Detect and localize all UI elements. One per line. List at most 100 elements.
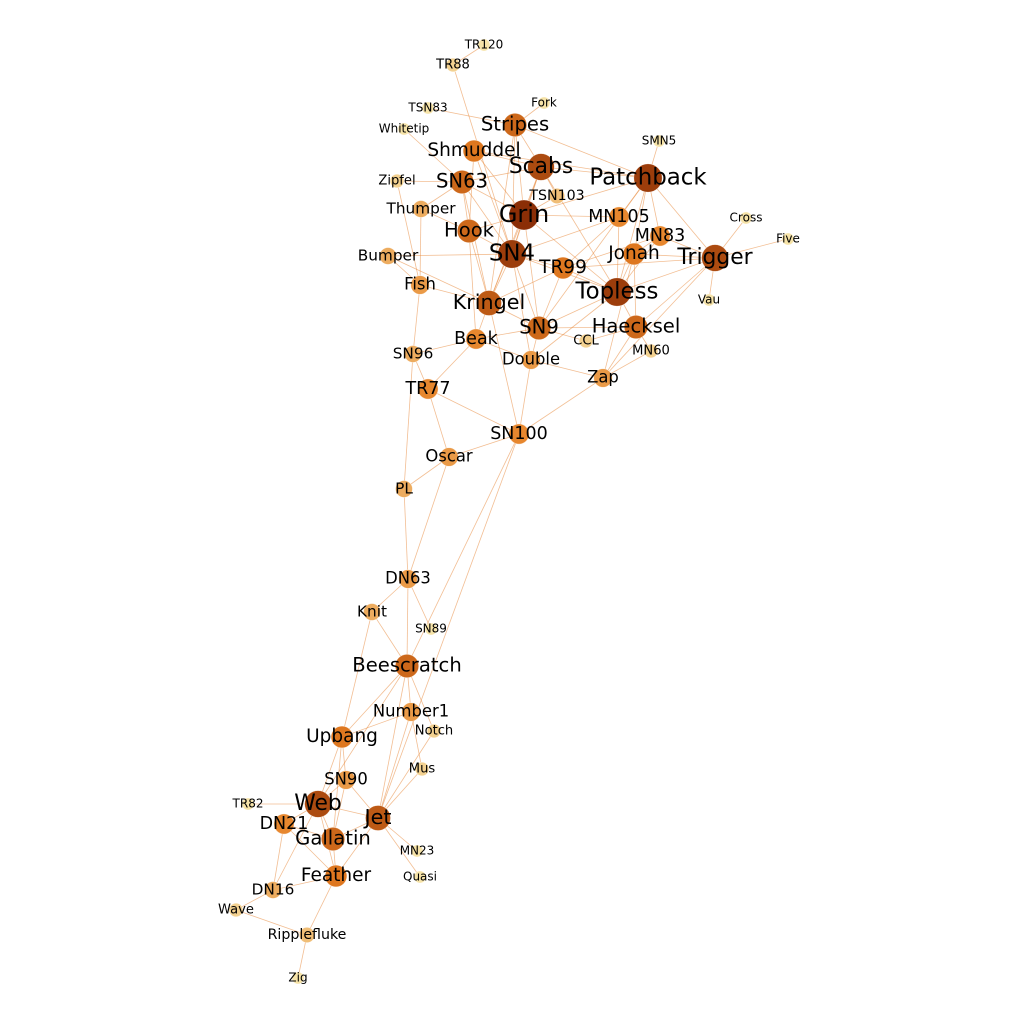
node-Thumper[interactable] — [412, 200, 430, 218]
node-Cross[interactable] — [739, 211, 753, 225]
node-MN60[interactable] — [643, 343, 659, 359]
node-MN23[interactable] — [410, 844, 424, 858]
node-label-DN63: DN63 — [385, 569, 431, 588]
node-TSN83[interactable] — [421, 101, 435, 115]
node-label-Hook: Hook — [444, 219, 495, 242]
node-Topless[interactable] — [602, 277, 632, 307]
node-TR88[interactable] — [445, 57, 461, 73]
node-Whitetip[interactable] — [397, 122, 411, 136]
edge-TR77-SN100 — [427, 388, 520, 435]
node-Ripplefluke[interactable] — [299, 927, 315, 943]
node-Vau[interactable] — [702, 293, 716, 307]
node-Five[interactable] — [781, 232, 795, 246]
node-DN63[interactable] — [398, 569, 418, 589]
node-label-SN89: SN89 — [415, 622, 447, 636]
node-TR99[interactable] — [551, 256, 575, 280]
node-label-Cross: Cross — [730, 211, 763, 225]
node-label-SN63: SN63 — [436, 170, 488, 193]
label-layer: TR120 TR88 Fork TSN83 Whitetip SMN5 Stripes Shm… — [218, 38, 800, 985]
edge-Thumper-Fish — [419, 208, 422, 286]
edge-MN105-TR99 — [562, 216, 620, 269]
edge-Shmuddel-SN4 — [473, 150, 513, 255]
node-TSN103[interactable] — [549, 188, 565, 204]
edge-Grin-MN105 — [523, 214, 620, 218]
node-SN96[interactable] — [404, 345, 422, 363]
node-Bumper[interactable] — [379, 247, 397, 265]
node-Beescratch[interactable] — [394, 653, 420, 679]
node-Fork[interactable] — [537, 96, 551, 110]
node-Fish[interactable] — [410, 275, 430, 295]
node-label-Wave: Wave — [218, 903, 254, 918]
node-SN100[interactable] — [508, 423, 530, 445]
node-Shmuddel[interactable] — [462, 139, 486, 163]
edge-Beescratch-Web — [317, 665, 408, 805]
node-TR77[interactable] — [417, 378, 439, 400]
node-label-Thumper: Thumper — [385, 200, 456, 218]
node-label-SN100: SN100 — [490, 424, 548, 444]
node-Scabs[interactable] — [527, 153, 555, 181]
edge-Beescratch-Upbang — [341, 665, 408, 738]
node-DN16[interactable] — [264, 881, 282, 899]
node-Feather[interactable] — [324, 864, 348, 888]
node-label-SN9: SN9 — [519, 316, 559, 339]
node-label-Notch: Notch — [415, 724, 453, 739]
node-label-TR77: TR77 — [404, 379, 450, 399]
edge-Topless-Double — [530, 291, 618, 361]
node-Wave[interactable] — [228, 902, 244, 918]
node-label-SMN5: SMN5 — [642, 134, 677, 148]
node-Notch[interactable] — [426, 723, 442, 739]
node-Upbang[interactable] — [330, 725, 354, 749]
edge-Stripes-Kringel — [488, 124, 516, 304]
node-PL[interactable] — [395, 480, 413, 498]
node-CCL[interactable] — [578, 333, 594, 349]
node-SN4[interactable] — [497, 239, 527, 269]
node-SN63[interactable] — [449, 169, 475, 195]
node-Quasi[interactable] — [413, 870, 427, 884]
node-Zap[interactable] — [593, 368, 613, 388]
node-Mus[interactable] — [414, 761, 430, 777]
node-label-Scabs: Scabs — [509, 154, 573, 179]
node-label-Feather: Feather — [301, 865, 372, 886]
node-SN9[interactable] — [526, 315, 552, 341]
node-Haecksel[interactable] — [623, 314, 649, 340]
node-label-Kringel: Kringel — [453, 290, 526, 314]
node-Trigger[interactable] — [701, 244, 729, 272]
node-Knit[interactable] — [363, 603, 381, 621]
node-Number1[interactable] — [401, 702, 421, 722]
node-SN90[interactable] — [336, 770, 356, 790]
node-Gallatin[interactable] — [320, 826, 346, 852]
edge-Beak-SN96 — [412, 338, 477, 355]
edge-DN21-Feather — [283, 823, 337, 877]
edge-MN83-TR99 — [562, 235, 661, 269]
edge-TSN83-Stripes — [427, 107, 516, 126]
node-Patchback[interactable] — [633, 163, 663, 193]
node-Beak[interactable] — [465, 328, 487, 350]
node-MN83[interactable] — [649, 225, 671, 247]
node-Hook[interactable] — [456, 218, 482, 244]
node-Kringel[interactable] — [476, 290, 502, 316]
node-Zipfel[interactable] — [389, 173, 405, 189]
node-SN89[interactable] — [424, 622, 438, 636]
edge-Shmuddel-Patchback — [473, 150, 649, 179]
node-label-TR99: TR99 — [538, 257, 587, 278]
node-DN21[interactable] — [273, 813, 295, 835]
node-label-Fish: Fish — [404, 275, 436, 294]
node-label-Jonah: Jonah — [607, 243, 660, 264]
node-Zig[interactable] — [291, 971, 305, 985]
node-label-Whitetip: Whitetip — [379, 122, 430, 136]
node-Web[interactable] — [304, 790, 332, 818]
node-TR82[interactable] — [241, 797, 255, 811]
node-label-Grin: Grin — [499, 200, 549, 228]
node-label-SN90: SN90 — [324, 770, 368, 789]
node-SMN5[interactable] — [652, 134, 666, 148]
node-TR120[interactable] — [477, 38, 491, 52]
node-Jonah[interactable] — [622, 242, 646, 266]
edge-Double-SN100 — [518, 359, 532, 435]
node-Jet[interactable] — [365, 805, 391, 831]
node-Stripes[interactable] — [502, 112, 528, 138]
node-MN105[interactable] — [608, 206, 630, 228]
node-Double[interactable] — [521, 350, 541, 370]
node-Grin[interactable] — [508, 199, 540, 231]
node-Oscar[interactable] — [439, 447, 459, 467]
node-label-DN16: DN16 — [252, 881, 295, 899]
